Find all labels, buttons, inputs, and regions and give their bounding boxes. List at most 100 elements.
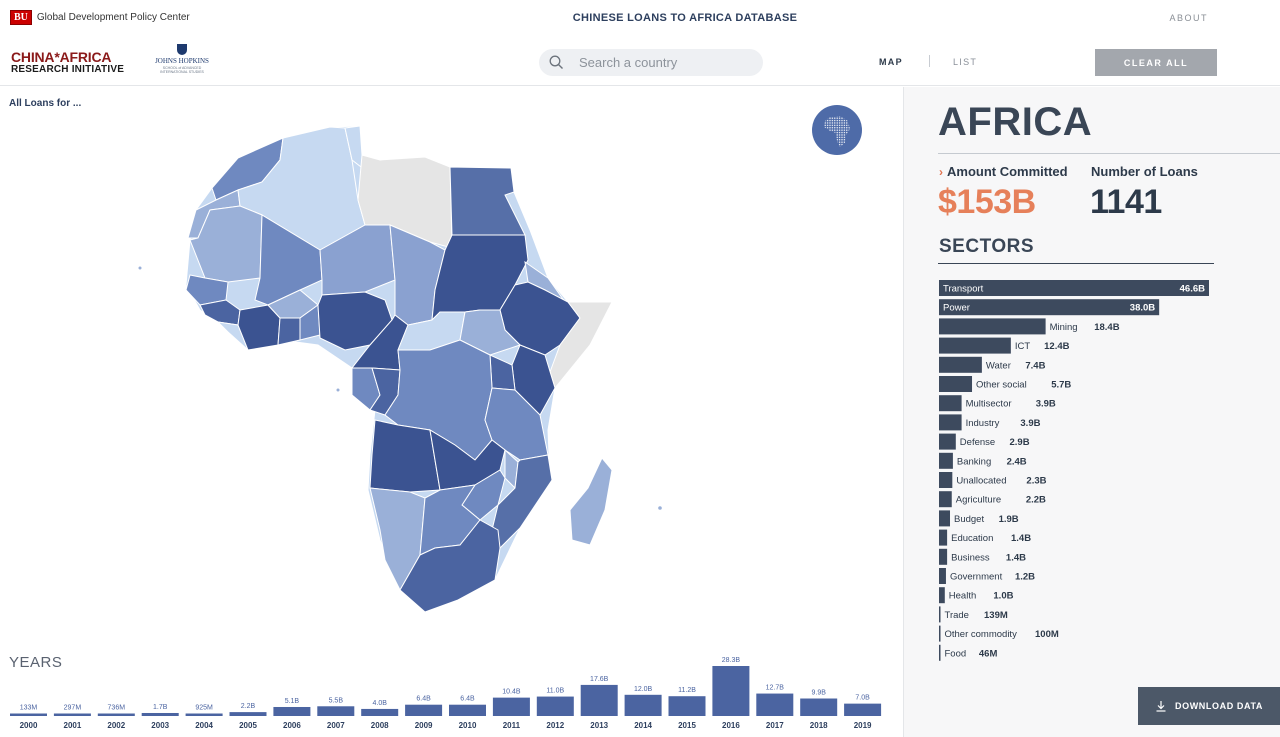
sector-name-label: Trade <box>945 610 969 621</box>
year-axis-label[interactable]: 2016 <box>722 721 740 730</box>
amount-committed-tab[interactable]: › Amount Committed <box>939 164 1068 179</box>
sector-bar-water[interactable] <box>939 356 982 373</box>
amount-committed-label: Amount Committed <box>947 164 1068 179</box>
sector-bar-trade[interactable] <box>939 606 941 623</box>
sector-bar-other-commodity[interactable] <box>939 625 941 642</box>
sector-bar-unallocated[interactable] <box>939 472 953 488</box>
year-value-label: 10.4B <box>502 689 521 696</box>
summary-panel: AFRICA › Amount Committed $153B Number of… <box>903 87 1280 737</box>
year-bar-2011[interactable] <box>492 697 530 716</box>
africa-globe-button[interactable] <box>812 105 862 155</box>
year-axis-label[interactable]: 2009 <box>415 721 433 730</box>
year-axis-label[interactable]: 2018 <box>810 721 828 730</box>
number-of-loans-tab[interactable]: Number of Loans <box>1091 164 1198 179</box>
tab-map[interactable]: MAP <box>879 57 903 67</box>
year-axis-label[interactable]: 2007 <box>327 721 345 730</box>
year-axis-label[interactable]: 2005 <box>239 721 257 730</box>
bu-logo[interactable]: BU Global Development Policy Center <box>10 10 190 25</box>
sector-bar-education[interactable] <box>939 529 948 546</box>
year-bar-2007[interactable] <box>317 706 355 716</box>
map-country-madagascar[interactable] <box>569 457 613 546</box>
map-country-ghana[interactable] <box>277 317 301 346</box>
about-link[interactable]: ABOUT <box>1169 13 1208 23</box>
sector-bar-food[interactable] <box>939 644 941 661</box>
year-axis-label[interactable]: 2003 <box>151 721 169 730</box>
sector-bar-ict[interactable] <box>939 337 1011 354</box>
year-bar-2019[interactable] <box>844 703 882 716</box>
map-country-niger[interactable] <box>319 224 396 296</box>
year-axis-label[interactable]: 2001 <box>64 721 82 730</box>
tab-list[interactable]: LIST <box>953 57 978 67</box>
sector-value-label: 2.2B <box>1026 495 1046 506</box>
sector-name-label: ICT <box>1015 341 1030 352</box>
year-axis-label[interactable]: 2017 <box>766 721 784 730</box>
map-country-zambia[interactable] <box>429 429 506 491</box>
year-axis-label[interactable]: 2004 <box>195 721 213 730</box>
year-value-label: 2.2B <box>241 703 256 710</box>
sector-bar-multisector[interactable] <box>939 395 962 412</box>
map-island-sao-tome[interactable] <box>336 388 340 392</box>
clear-all-button[interactable]: CLEAR ALL <box>1095 49 1217 76</box>
year-axis-label[interactable]: 2000 <box>20 721 38 730</box>
year-bar-2015[interactable] <box>668 696 706 716</box>
sector-bar-power[interactable] <box>939 299 1160 316</box>
sector-bar-industry[interactable] <box>939 414 962 431</box>
download-data-button[interactable]: DOWNLOAD DATA <box>1138 687 1280 725</box>
year-bar-2014[interactable] <box>624 694 662 716</box>
map-island-cape-verde[interactable] <box>138 266 142 270</box>
sector-value-label: 46.6B <box>1180 284 1205 295</box>
year-axis-label[interactable]: 2006 <box>283 721 301 730</box>
year-bar-2009[interactable] <box>405 704 443 716</box>
map-country-angola[interactable] <box>369 419 441 493</box>
year-bar-2002[interactable] <box>97 713 135 717</box>
year-axis-label[interactable]: 2014 <box>634 721 652 730</box>
sector-bar-government[interactable] <box>939 568 946 584</box>
year-axis-label[interactable]: 2008 <box>371 721 389 730</box>
sector-bar-banking[interactable] <box>939 452 953 469</box>
sector-name-label: Food <box>945 648 967 659</box>
year-bar-2012[interactable] <box>536 696 574 716</box>
sector-bar-defense[interactable] <box>939 433 956 450</box>
year-bar-2005[interactable] <box>229 712 267 716</box>
year-value-label: 6.4B <box>416 696 431 703</box>
sector-name-label: Government <box>950 572 1003 583</box>
year-bar-2000[interactable] <box>10 713 47 717</box>
sector-bar-mining[interactable] <box>939 318 1046 335</box>
year-axis-label[interactable]: 2010 <box>459 721 477 730</box>
sector-bar-business[interactable] <box>939 548 948 565</box>
year-bar-2017[interactable] <box>756 693 794 716</box>
year-bar-2018[interactable] <box>800 698 838 716</box>
year-axis-label[interactable]: 2011 <box>503 721 521 730</box>
year-bar-2001[interactable] <box>53 713 91 717</box>
jhu-logo[interactable]: JOHNS HOPKINS SCHOOL of ADVANCED INTERNA… <box>152 44 212 74</box>
year-axis-label[interactable]: 2012 <box>546 721 564 730</box>
search-input[interactable] <box>579 53 754 72</box>
map-island-mauritius[interactable] <box>658 506 662 510</box>
africa-globe-icon <box>824 116 850 147</box>
sector-bar-agriculture[interactable] <box>939 491 952 508</box>
year-value-label: 925M <box>195 705 213 712</box>
year-bar-2008[interactable] <box>361 708 399 716</box>
year-bar-2003[interactable] <box>141 712 179 716</box>
sector-bar-transport[interactable] <box>939 280 1209 296</box>
sectors-divider <box>938 263 1214 264</box>
cari-logo[interactable]: CHINA*AFRICA RESEARCH INITIATIVE <box>11 50 124 75</box>
sector-bar-budget[interactable] <box>939 510 951 527</box>
year-axis-label[interactable]: 2019 <box>854 721 872 730</box>
sector-bar-other-social[interactable] <box>939 376 973 392</box>
year-axis-label[interactable]: 2002 <box>107 721 125 730</box>
sector-bar-health[interactable] <box>939 587 945 604</box>
sector-value-label: 1.4B <box>1011 533 1031 544</box>
year-bar-2010[interactable] <box>449 704 486 716</box>
year-bar-2013[interactable] <box>580 684 618 716</box>
year-bar-2004[interactable] <box>185 713 223 717</box>
year-axis-label[interactable]: 2015 <box>678 721 696 730</box>
year-bar-2016[interactable] <box>712 666 750 716</box>
year-bar-2006[interactable] <box>273 706 311 716</box>
download-data-label: DOWNLOAD DATA <box>1175 701 1263 711</box>
sector-name-label: Education <box>951 533 993 544</box>
year-axis-label[interactable]: 2013 <box>590 721 608 730</box>
africa-map[interactable] <box>0 87 903 647</box>
map-country-south-africa[interactable] <box>399 519 501 613</box>
sector-value-label: 2.9B <box>1010 437 1030 448</box>
